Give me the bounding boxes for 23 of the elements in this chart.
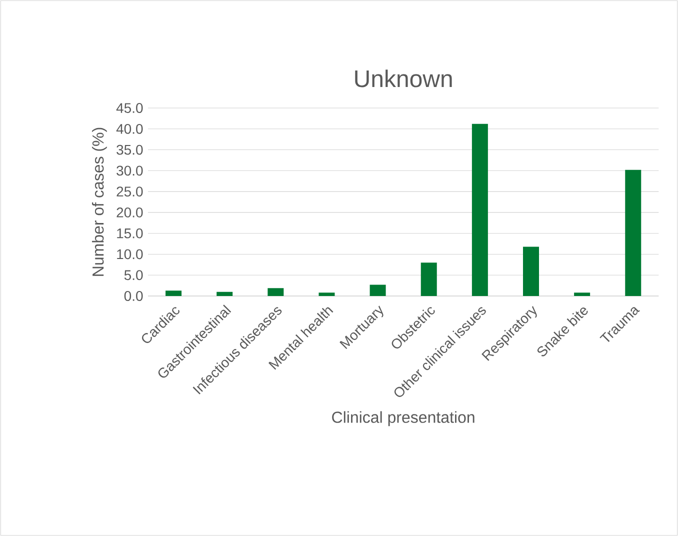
y-tick-label: 35.0: [116, 144, 143, 155]
y-tick-label: 25.0: [116, 186, 143, 197]
x-axis-title: Clinical presentation: [332, 411, 474, 426]
y-tick-label: 10.0: [117, 249, 143, 260]
y-tick-label: 20.0: [116, 208, 143, 218]
bar: [370, 284, 386, 296]
y-tick-label: 30.0: [116, 166, 143, 176]
bar: [216, 292, 233, 296]
bar: [472, 124, 488, 296]
bar: [574, 292, 590, 296]
y-tick-label: 5.0: [124, 270, 143, 280]
y-tick-label: 45.0: [116, 103, 143, 113]
y-tick-label: 0.0: [124, 291, 143, 301]
y-axis-title: Number of cases (%): [92, 128, 107, 276]
bar: [523, 246, 540, 296]
chart-title: Unknown: [355, 70, 452, 88]
bar: [625, 170, 642, 296]
bar: [268, 288, 284, 296]
bar: [318, 292, 335, 296]
bar: [166, 290, 182, 296]
y-tick-label: 40.0: [116, 124, 143, 134]
y-tick-label: 15.0: [117, 228, 143, 238]
bar: [420, 262, 437, 296]
